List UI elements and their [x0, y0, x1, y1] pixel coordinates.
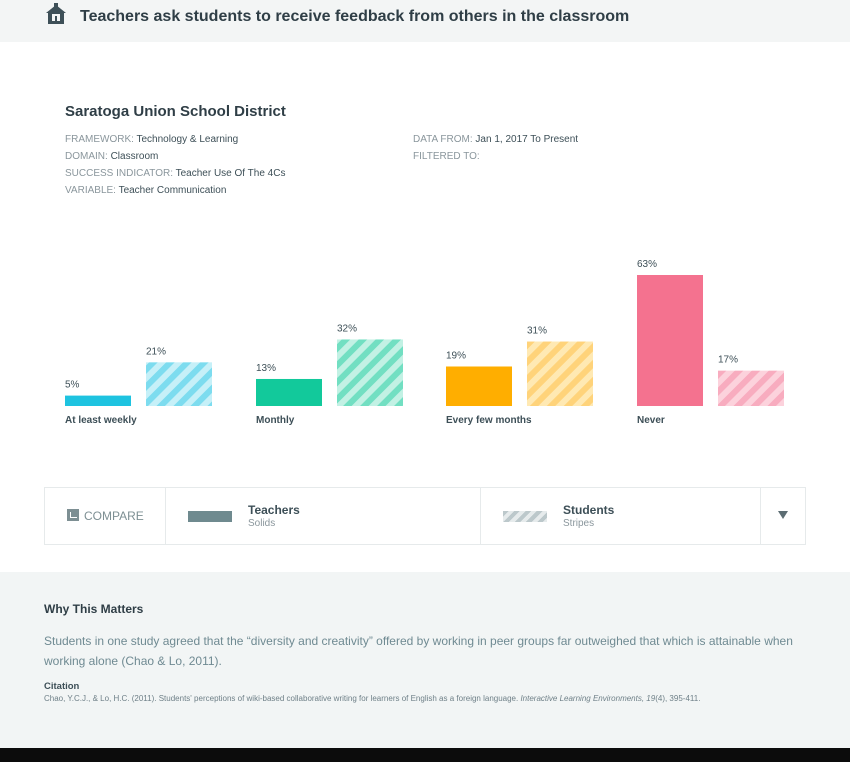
citation-text: Chao, Y.C.J., & Lo, H.C. (2011). Student… [44, 694, 700, 703]
why-this-matters-section: Why This Matters Students in one study a… [0, 572, 850, 748]
bar-students-1 [337, 339, 403, 406]
indicator-value: Teacher Use Of The 4Cs [175, 168, 286, 179]
data-label-students-1: 32% [337, 323, 357, 334]
data-label-students-0: 21% [146, 346, 166, 357]
data-label-students-3: 17% [718, 355, 738, 366]
teachers-legend-label: Teachers [248, 503, 300, 517]
domain-value: Classroom [110, 151, 159, 162]
page-title: Teachers ask students to receive feedbac… [80, 8, 630, 25]
legend-teachers: Teachers Solids [166, 488, 481, 544]
meta-filtered: FILTERED TO: [413, 151, 480, 162]
why-text: Students in one study agreed that the “d… [44, 634, 793, 668]
meta-indicator: SUCCESS INDICATOR: Teacher Use Of The 4C… [65, 168, 285, 179]
data-label-teachers-0: 5% [65, 380, 80, 391]
meta-data-from: DATA FROM: Jan 1, 2017 To Present [413, 134, 578, 145]
framework-value: Technology & Learning [136, 134, 239, 145]
bar-teachers-0 [65, 395, 131, 406]
meta-variable: VARIABLE: Teacher Communication [65, 185, 226, 196]
legend-dropdown[interactable] [761, 488, 805, 544]
school-house-icon [46, 3, 66, 24]
bar-teachers-2 [446, 366, 512, 406]
why-heading: Why This Matters [44, 602, 144, 616]
category-label-3: Never [637, 415, 665, 426]
legend-bar: COMPARE Teachers Solids Students Stripes [44, 487, 806, 545]
framework-key: FRAMEWORK: [65, 134, 134, 145]
variable-value: Teacher Communication [118, 185, 227, 196]
bar-chart: 5% 21% At least weekly 13% 32% Monthly 19% 31% E… [65, 259, 784, 426]
compare-label: COMPARE [84, 509, 144, 523]
variable-key: VARIABLE: [65, 185, 116, 196]
category-label-0: At least weekly [65, 415, 137, 426]
compare-icon [67, 509, 79, 521]
bar-students-0 [146, 362, 212, 406]
domain-key: DOMAIN: [65, 151, 108, 162]
meta-framework: FRAMEWORK: Technology & Learning [65, 134, 238, 145]
category-label-2: Every few months [446, 415, 532, 426]
bar-students-2 [527, 341, 593, 406]
page-header: Teachers ask students to receive feedbac… [0, 0, 850, 42]
filtered-key: FILTERED TO: [413, 151, 480, 162]
students-legend-sub: Stripes [563, 518, 595, 529]
teachers-legend-sub: Solids [248, 518, 276, 529]
data-label-teachers-2: 19% [446, 350, 466, 361]
data-from-value: Jan 1, 2017 To Present [475, 134, 579, 145]
compare-button[interactable]: COMPARE [45, 488, 166, 544]
teachers-swatch [188, 511, 232, 522]
citation-authors: Chao, Y.C.J., & Lo, H.C. (2011). Student… [44, 694, 521, 703]
citation-heading: Citation [44, 681, 80, 692]
bar-teachers-1 [256, 378, 322, 406]
students-swatch [503, 511, 547, 522]
data-label-teachers-3: 63% [637, 259, 657, 270]
data-from-key: DATA FROM: [413, 134, 473, 145]
data-label-teachers-1: 13% [256, 363, 276, 374]
meta-domain: DOMAIN: Classroom [65, 151, 158, 162]
citation-journal: Interactive Learning Environments, 19 [520, 694, 656, 703]
chevron-down-icon [778, 511, 788, 519]
bar-teachers-3 [637, 275, 703, 406]
indicator-key: SUCCESS INDICATOR: [65, 168, 173, 179]
district-name: Saratoga Union School District [65, 103, 286, 120]
category-label-1: Monthly [256, 415, 295, 426]
bottom-bar [0, 748, 850, 762]
citation-rest: (4), 395-411. [655, 694, 701, 703]
legend-students: Students Stripes [481, 488, 761, 544]
bar-students-3 [718, 370, 784, 406]
students-legend-label: Students [563, 503, 615, 517]
data-label-students-2: 31% [527, 326, 547, 337]
